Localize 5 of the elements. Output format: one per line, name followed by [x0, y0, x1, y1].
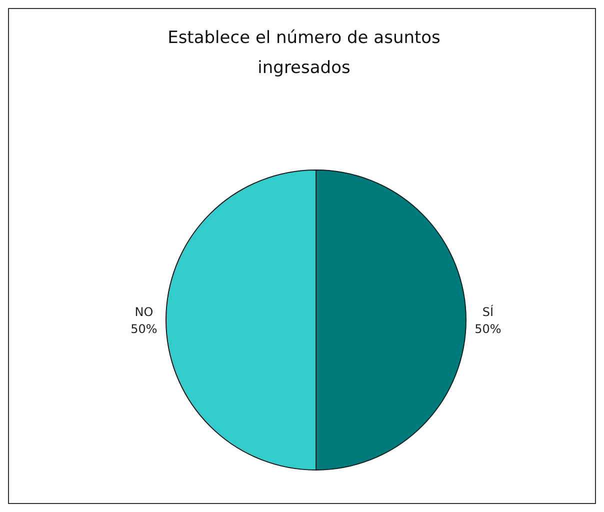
slice-label: NO	[134, 305, 154, 319]
chart-title: Establece el número de asuntos ingresados	[166, 27, 442, 80]
slice-label: SÍ	[482, 304, 494, 319]
data-label: 50%	[474, 322, 502, 336]
data-label: 50%	[130, 322, 158, 336]
